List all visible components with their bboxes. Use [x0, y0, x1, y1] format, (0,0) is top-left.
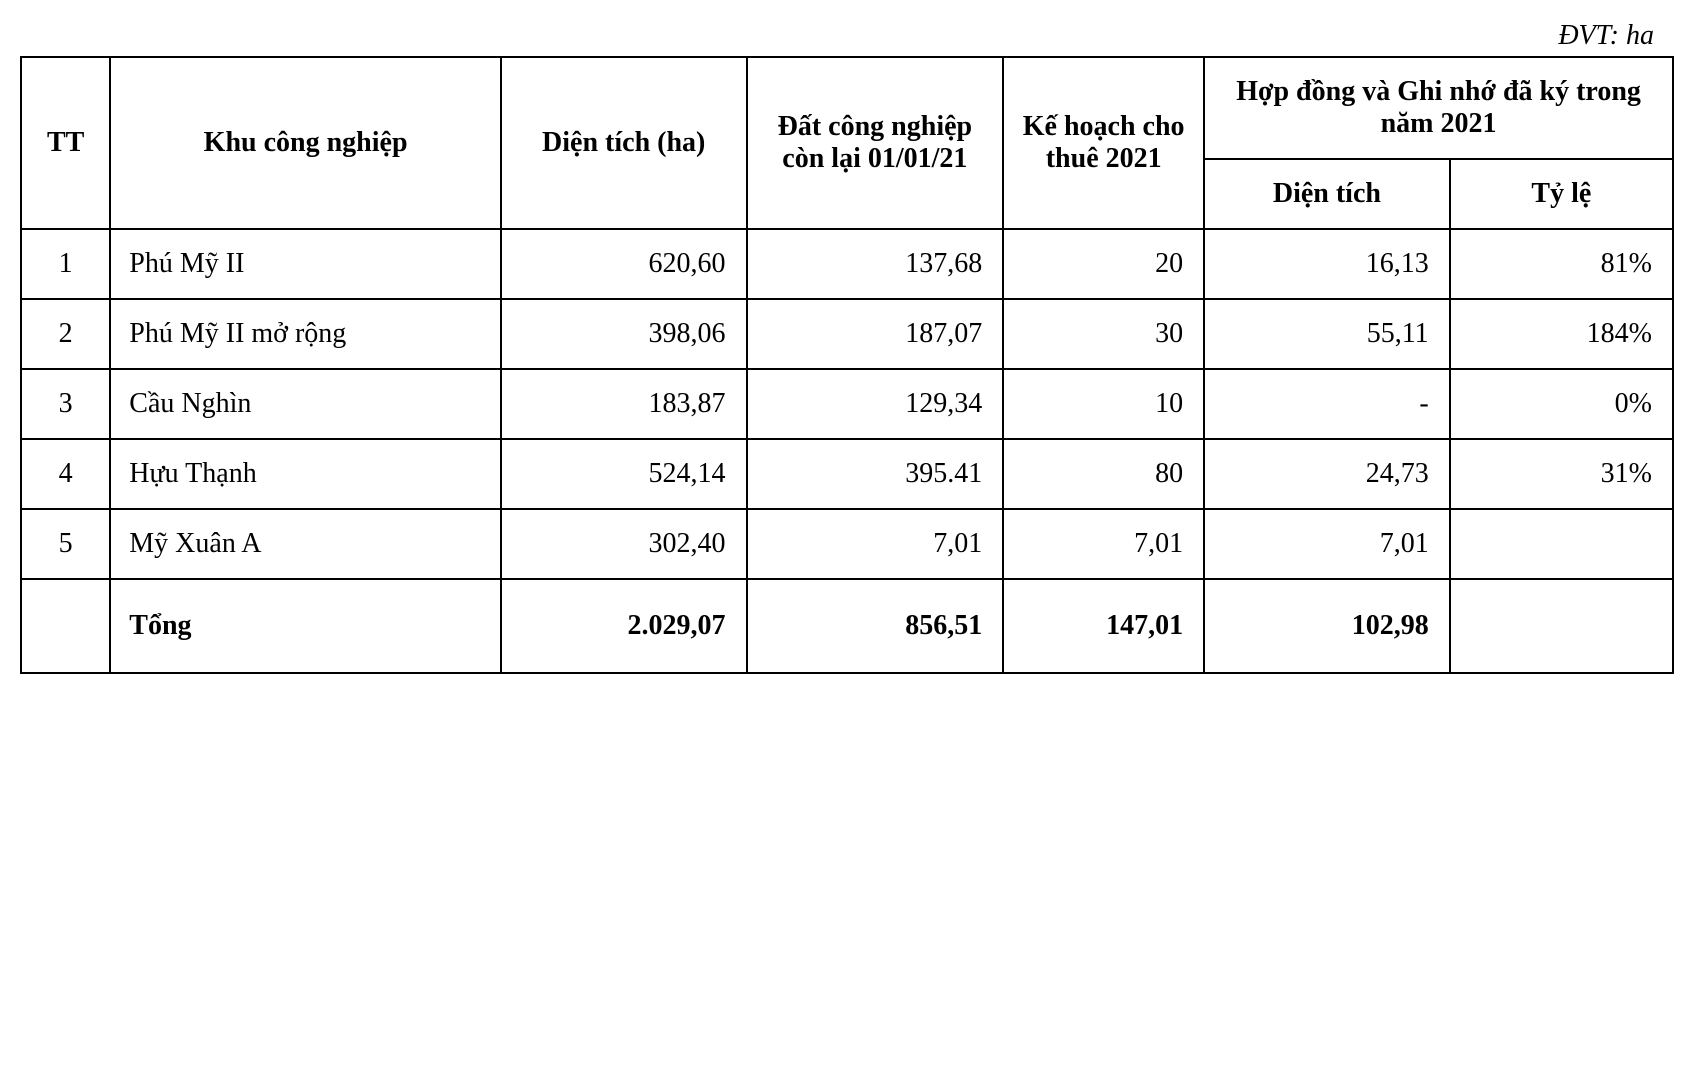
header-name: Khu công nghiệp [110, 57, 501, 229]
header-contract-area: Diện tích [1204, 159, 1450, 229]
cell-contract-area: 7,01 [1204, 509, 1450, 579]
cell-ratio [1450, 509, 1673, 579]
header-remaining: Đất công nghiệp còn lại 01/01/21 [747, 57, 1004, 229]
cell-contract-area: 55,11 [1204, 299, 1450, 369]
cell-plan: 20 [1003, 229, 1204, 299]
total-remaining: 856,51 [747, 579, 1004, 673]
industrial-zone-table: TT Khu công nghiệp Diện tích (ha) Đất cô… [20, 56, 1674, 674]
table-row: 4Hựu Thạnh524,14395.418024,7331% [21, 439, 1673, 509]
cell-area: 302,40 [501, 509, 747, 579]
cell-remaining: 395.41 [747, 439, 1004, 509]
cell-contract-area: 24,73 [1204, 439, 1450, 509]
cell-tt: 4 [21, 439, 110, 509]
total-contract-area: 102,98 [1204, 579, 1450, 673]
table-header: TT Khu công nghiệp Diện tích (ha) Đất cô… [21, 57, 1673, 229]
table-row: 2Phú Mỹ II mở rộng398,06187,073055,11184… [21, 299, 1673, 369]
header-contract-group: Hợp đồng và Ghi nhớ đã ký trong năm 2021 [1204, 57, 1673, 159]
cell-ratio: 81% [1450, 229, 1673, 299]
cell-area: 524,14 [501, 439, 747, 509]
cell-tt: 1 [21, 229, 110, 299]
header-ratio: Tỷ lệ [1450, 159, 1673, 229]
cell-contract-area: - [1204, 369, 1450, 439]
cell-area: 183,87 [501, 369, 747, 439]
cell-ratio: 184% [1450, 299, 1673, 369]
cell-remaining: 137,68 [747, 229, 1004, 299]
table-row: 3Cầu Nghìn183,87129,3410-0% [21, 369, 1673, 439]
cell-tt: 5 [21, 509, 110, 579]
total-plan: 147,01 [1003, 579, 1204, 673]
unit-label: ĐVT: ha [20, 20, 1674, 52]
cell-plan: 80 [1003, 439, 1204, 509]
total-area: 2.029,07 [501, 579, 747, 673]
header-area: Diện tích (ha) [501, 57, 747, 229]
cell-remaining: 7,01 [747, 509, 1004, 579]
cell-contract-area: 16,13 [1204, 229, 1450, 299]
table-total-row: Tổng2.029,07856,51147,01102,98 [21, 579, 1673, 673]
table-row: 5Mỹ Xuân A302,407,017,017,01 [21, 509, 1673, 579]
cell-ratio: 31% [1450, 439, 1673, 509]
header-plan: Kế hoạch cho thuê 2021 [1003, 57, 1204, 229]
cell-remaining: 129,34 [747, 369, 1004, 439]
cell-name: Hựu Thạnh [110, 439, 501, 509]
cell-name: Mỹ Xuân A [110, 509, 501, 579]
cell-ratio: 0% [1450, 369, 1673, 439]
cell-plan: 7,01 [1003, 509, 1204, 579]
table-body: 1Phú Mỹ II620,60137,682016,1381%2Phú Mỹ … [21, 229, 1673, 673]
total-name: Tổng [110, 579, 501, 673]
cell-plan: 10 [1003, 369, 1204, 439]
cell-remaining: 187,07 [747, 299, 1004, 369]
cell-name: Phú Mỹ II [110, 229, 501, 299]
header-tt: TT [21, 57, 110, 229]
table-row: 1Phú Mỹ II620,60137,682016,1381% [21, 229, 1673, 299]
cell-name: Cầu Nghìn [110, 369, 501, 439]
cell-plan: 30 [1003, 299, 1204, 369]
cell-name: Phú Mỹ II mở rộng [110, 299, 501, 369]
total-ratio [1450, 579, 1673, 673]
cell-area: 398,06 [501, 299, 747, 369]
cell-tt: 3 [21, 369, 110, 439]
total-tt [21, 579, 110, 673]
cell-tt: 2 [21, 299, 110, 369]
cell-area: 620,60 [501, 229, 747, 299]
